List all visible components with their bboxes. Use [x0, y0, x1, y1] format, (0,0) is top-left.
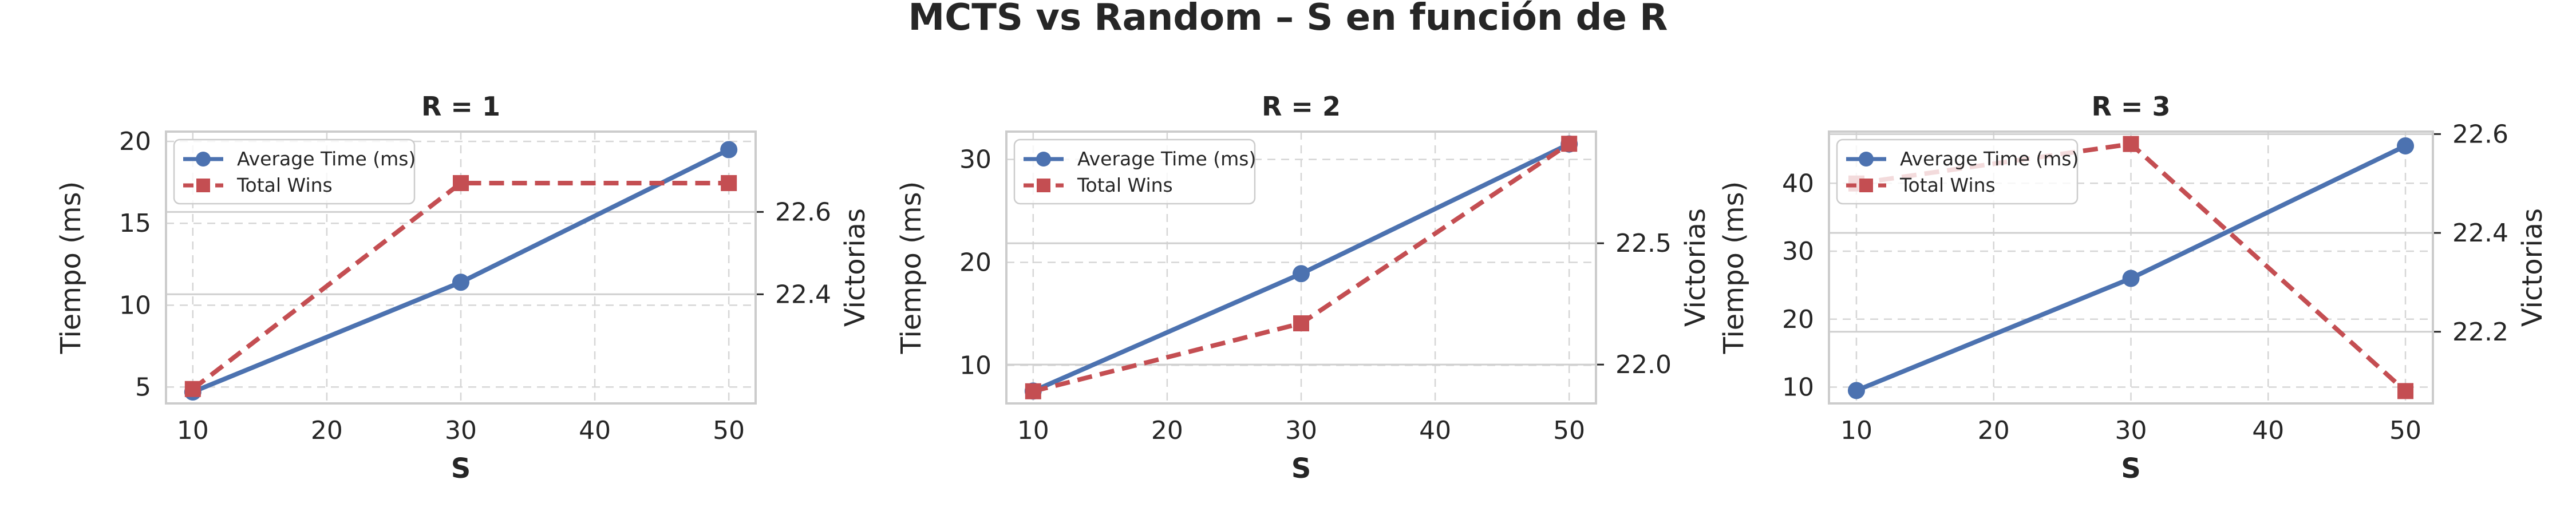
- plot-frame: [165, 130, 757, 405]
- y-tick-label: 10: [119, 291, 151, 320]
- x-tick-label: 30: [1285, 416, 1317, 445]
- wins-point: [1561, 136, 1578, 152]
- x-tick-label: 20: [1978, 416, 2010, 445]
- y-tick-label: 20: [1782, 305, 1814, 334]
- legend-label: Average Time (ms): [1077, 148, 1256, 170]
- time-point: [1847, 382, 1865, 399]
- legend-marker: [1037, 179, 1050, 192]
- legend: [173, 138, 416, 205]
- y-tick-label: 30: [1782, 237, 1814, 266]
- x-tick-label: 40: [579, 416, 611, 445]
- y2-axis-label: Victorias: [1680, 208, 1712, 327]
- time-point: [452, 274, 469, 291]
- legend-label: Average Time (ms): [237, 148, 416, 170]
- legend-marker: [196, 179, 210, 192]
- time-point: [1293, 265, 1310, 283]
- wins-point: [1293, 315, 1309, 332]
- wins-point: [721, 175, 737, 191]
- y2-tick-label: 22.6: [775, 197, 831, 227]
- wins-series-line: [191, 180, 729, 391]
- y-tick-label: 20: [119, 127, 151, 156]
- legend-marker: [196, 152, 211, 167]
- x-axis-label: S: [2121, 453, 2141, 485]
- y-axis-label: Tiempo (ms): [895, 181, 927, 355]
- legend-label: Average Time (ms): [1900, 148, 2079, 170]
- subplot-title: R = 1: [421, 91, 500, 122]
- y2-tick-label: 22.0: [1615, 350, 1672, 379]
- legend-label: Total Wins: [1899, 174, 1996, 196]
- y-axis-label: Tiempo (ms): [1718, 181, 1750, 355]
- plot-frame: [1828, 130, 2434, 405]
- y2-axis-label: Victorias: [839, 208, 871, 327]
- x-tick-label: 30: [2115, 416, 2147, 445]
- y-axis-label: Tiempo (ms): [55, 181, 87, 355]
- y-tick-label: 10: [1782, 373, 1814, 402]
- wins-point: [2397, 383, 2414, 399]
- x-tick-label: 50: [713, 416, 745, 445]
- y2-tick-label: 22.6: [2452, 120, 2508, 149]
- wins-point: [2123, 136, 2139, 152]
- x-tick-label: 30: [445, 416, 477, 445]
- x-tick-label: 40: [2252, 416, 2284, 445]
- x-tick-label: 10: [1017, 416, 1049, 445]
- x-axis-label: S: [1291, 453, 1311, 485]
- wins-point: [184, 381, 201, 397]
- figure-title: MCTS vs Random – S en función de R: [908, 0, 1668, 39]
- y-tick-label: 5: [135, 373, 151, 402]
- y2-axis-label: Victorias: [2516, 208, 2549, 327]
- plot-frame: [1005, 130, 1597, 405]
- y2-tick-label: 22.4: [775, 280, 831, 309]
- y-tick-label: 40: [1782, 169, 1814, 198]
- time-point: [2122, 270, 2140, 287]
- legend: [1013, 138, 1256, 205]
- legend-label: Total Wins: [1077, 174, 1173, 196]
- subplot-2: 10 20 30 40 50 10 20 30 22.0 22.5 Average Time (ms…: [895, 91, 1712, 485]
- x-tick-label: 50: [2389, 416, 2421, 445]
- x-tick-label: 10: [1840, 416, 1872, 445]
- wins-point: [453, 175, 469, 191]
- x-tick-label: 50: [1553, 416, 1585, 445]
- y-tick-label: 15: [119, 209, 151, 238]
- y2-tick-label: 22.5: [1615, 229, 1672, 258]
- y2-tick-label: 22.4: [2452, 219, 2508, 248]
- x-tick-label: 40: [1419, 416, 1451, 445]
- legend: [1836, 138, 2079, 205]
- subplot-1: 10 20 30 40 50 5 10 15 20 22.4 22.6 Average Time (m…: [55, 91, 871, 485]
- time-point: [720, 141, 738, 159]
- y2-tick-label: 22.2: [2452, 318, 2508, 347]
- x-tick-label: 20: [311, 416, 343, 445]
- legend-marker: [1859, 152, 1874, 167]
- x-tick-label: 10: [177, 416, 209, 445]
- subplot-3: 10 20 30 40 50 10 20 30 40 22.2 22.4 22.6 Average Ti…: [1718, 91, 2549, 485]
- y-tick-label: 20: [959, 248, 991, 278]
- subplot-title: R = 3: [2092, 91, 2171, 122]
- time-point: [2397, 137, 2415, 154]
- legend-label: Total Wins: [236, 174, 333, 196]
- wins-point: [1025, 383, 1041, 399]
- subplot-title: R = 2: [1262, 91, 1341, 122]
- y-tick-label: 30: [959, 145, 991, 175]
- x-tick-label: 20: [1151, 416, 1183, 445]
- legend-marker: [1859, 179, 1873, 192]
- legend-marker: [1036, 152, 1051, 167]
- subplots: 10 20 30 40 50 5 10 15 20 22.4 22.6 Average Time (m…: [55, 91, 2549, 485]
- y-tick-label: 10: [959, 351, 991, 380]
- x-axis-label: S: [451, 453, 471, 485]
